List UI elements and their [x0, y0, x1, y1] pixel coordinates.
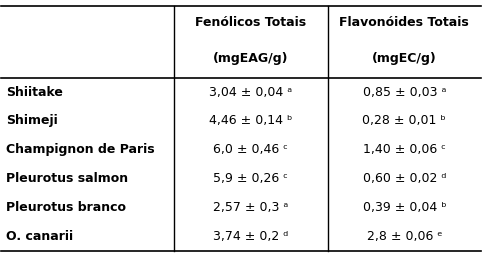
Text: 4,46 ± 0,14 ᵇ: 4,46 ± 0,14 ᵇ — [209, 114, 293, 127]
Text: (mgEAG/g): (mgEAG/g) — [213, 52, 289, 65]
Text: 5,9 ± 0,26 ᶜ: 5,9 ± 0,26 ᶜ — [213, 172, 288, 185]
Text: 0,85 ± 0,03 ᵃ: 0,85 ± 0,03 ᵃ — [363, 86, 446, 99]
Text: 1,40 ± 0,06 ᶜ: 1,40 ± 0,06 ᶜ — [363, 143, 446, 156]
Text: Pleurotus branco: Pleurotus branco — [6, 201, 126, 214]
Text: 3,04 ± 0,04 ᵃ: 3,04 ± 0,04 ᵃ — [209, 86, 292, 99]
Text: Pleurotus salmon: Pleurotus salmon — [6, 172, 128, 185]
Text: (mgEC/g): (mgEC/g) — [372, 52, 437, 65]
Text: 6,0 ± 0,46 ᶜ: 6,0 ± 0,46 ᶜ — [213, 143, 288, 156]
Text: 3,74 ± 0,2 ᵈ: 3,74 ± 0,2 ᵈ — [213, 230, 288, 243]
Text: Champignon de Paris: Champignon de Paris — [6, 143, 155, 156]
Text: Shiitake: Shiitake — [6, 86, 63, 99]
Text: 0,60 ± 0,02 ᵈ: 0,60 ± 0,02 ᵈ — [363, 172, 446, 185]
Text: Flavonóides Totais: Flavonóides Totais — [339, 16, 469, 30]
Text: Shimeji: Shimeji — [6, 114, 58, 127]
Text: 2,57 ± 0,3 ᵃ: 2,57 ± 0,3 ᵃ — [213, 201, 288, 214]
Text: Fenólicos Totais: Fenólicos Totais — [195, 16, 306, 30]
Text: 2,8 ± 0,06 ᵉ: 2,8 ± 0,06 ᵉ — [367, 230, 442, 243]
Text: O. canarii: O. canarii — [6, 230, 74, 243]
Text: 0,39 ± 0,04 ᵇ: 0,39 ± 0,04 ᵇ — [362, 201, 446, 214]
Text: 0,28 ± 0,01 ᵇ: 0,28 ± 0,01 ᵇ — [362, 114, 446, 127]
